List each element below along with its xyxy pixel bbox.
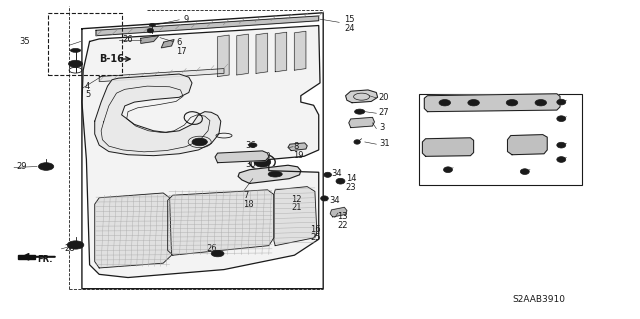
Text: 20: 20 — [379, 93, 389, 102]
Text: 30: 30 — [260, 152, 271, 161]
Polygon shape — [256, 33, 268, 73]
Circle shape — [192, 138, 207, 146]
Bar — [419, 94, 582, 185]
Ellipse shape — [324, 172, 332, 177]
Ellipse shape — [444, 167, 452, 173]
Polygon shape — [330, 207, 347, 217]
Ellipse shape — [68, 60, 83, 67]
Ellipse shape — [354, 140, 360, 144]
Ellipse shape — [147, 28, 154, 33]
Polygon shape — [168, 190, 274, 255]
Polygon shape — [96, 16, 319, 36]
Polygon shape — [18, 255, 35, 259]
Text: 5: 5 — [85, 90, 90, 99]
Text: 18: 18 — [243, 200, 254, 209]
Ellipse shape — [321, 196, 328, 201]
Text: 34: 34 — [332, 169, 342, 178]
Text: 30: 30 — [245, 160, 256, 169]
Text: 27: 27 — [379, 108, 390, 117]
Text: 23: 23 — [346, 183, 356, 192]
Ellipse shape — [254, 157, 271, 167]
Text: 9: 9 — [184, 15, 189, 24]
Text: FR.: FR. — [37, 256, 52, 264]
Ellipse shape — [557, 157, 566, 162]
Text: 19: 19 — [293, 151, 303, 160]
Text: 1: 1 — [428, 144, 433, 153]
Ellipse shape — [439, 100, 451, 106]
Ellipse shape — [557, 142, 566, 148]
Polygon shape — [508, 135, 547, 155]
Ellipse shape — [535, 100, 547, 106]
Text: 35: 35 — [19, 37, 30, 46]
Ellipse shape — [336, 178, 345, 184]
Polygon shape — [274, 187, 317, 246]
Text: 32: 32 — [430, 168, 441, 177]
Text: 25: 25 — [310, 233, 321, 242]
Ellipse shape — [355, 109, 365, 114]
Polygon shape — [141, 36, 159, 43]
Text: 14: 14 — [346, 174, 356, 183]
Text: 6: 6 — [176, 38, 181, 47]
Text: 32: 32 — [525, 168, 536, 177]
Text: 7: 7 — [243, 191, 248, 200]
Polygon shape — [349, 117, 374, 128]
Text: B-16: B-16 — [99, 54, 124, 64]
Text: 10: 10 — [462, 96, 472, 105]
Text: 26: 26 — [207, 244, 218, 253]
Text: 24: 24 — [344, 24, 355, 33]
Text: 4: 4 — [85, 82, 90, 91]
Polygon shape — [218, 35, 229, 77]
Text: 36: 36 — [245, 141, 256, 150]
Polygon shape — [95, 193, 172, 268]
Text: 8: 8 — [293, 142, 298, 151]
Ellipse shape — [557, 99, 566, 105]
Ellipse shape — [506, 100, 518, 106]
Ellipse shape — [249, 143, 257, 147]
Bar — [48, 13, 122, 75]
Ellipse shape — [70, 48, 81, 52]
Text: 3: 3 — [379, 123, 384, 132]
Ellipse shape — [468, 100, 479, 106]
Polygon shape — [238, 165, 301, 183]
Text: 12: 12 — [291, 195, 301, 204]
Text: 31: 31 — [563, 153, 574, 162]
Text: 28: 28 — [64, 244, 75, 253]
Text: 22: 22 — [337, 221, 348, 230]
Polygon shape — [82, 26, 320, 278]
Ellipse shape — [520, 169, 529, 174]
Text: 29: 29 — [16, 162, 26, 171]
Text: 13: 13 — [337, 212, 348, 221]
Text: 31: 31 — [379, 139, 390, 148]
Text: 21: 21 — [291, 204, 301, 212]
Ellipse shape — [557, 116, 566, 122]
Text: 15: 15 — [344, 15, 355, 24]
Text: 17: 17 — [176, 47, 187, 56]
Polygon shape — [275, 32, 287, 72]
Text: 16: 16 — [310, 225, 321, 234]
Polygon shape — [161, 40, 174, 48]
Text: 26: 26 — [123, 35, 134, 44]
Text: 11: 11 — [563, 96, 573, 105]
Ellipse shape — [268, 171, 282, 177]
Text: 34: 34 — [330, 196, 340, 205]
Text: 2: 2 — [563, 136, 568, 145]
Polygon shape — [99, 69, 224, 82]
Text: 33: 33 — [563, 117, 574, 126]
Polygon shape — [294, 31, 306, 70]
Circle shape — [67, 241, 84, 249]
Polygon shape — [288, 143, 307, 151]
Circle shape — [38, 163, 54, 170]
Polygon shape — [424, 94, 560, 112]
Polygon shape — [95, 74, 221, 156]
Ellipse shape — [149, 24, 156, 26]
Polygon shape — [215, 151, 269, 163]
Polygon shape — [422, 138, 474, 156]
Text: S2AAB3910: S2AAB3910 — [512, 295, 565, 304]
Polygon shape — [237, 34, 248, 75]
Circle shape — [211, 250, 224, 257]
Polygon shape — [346, 90, 378, 103]
Ellipse shape — [293, 196, 302, 201]
